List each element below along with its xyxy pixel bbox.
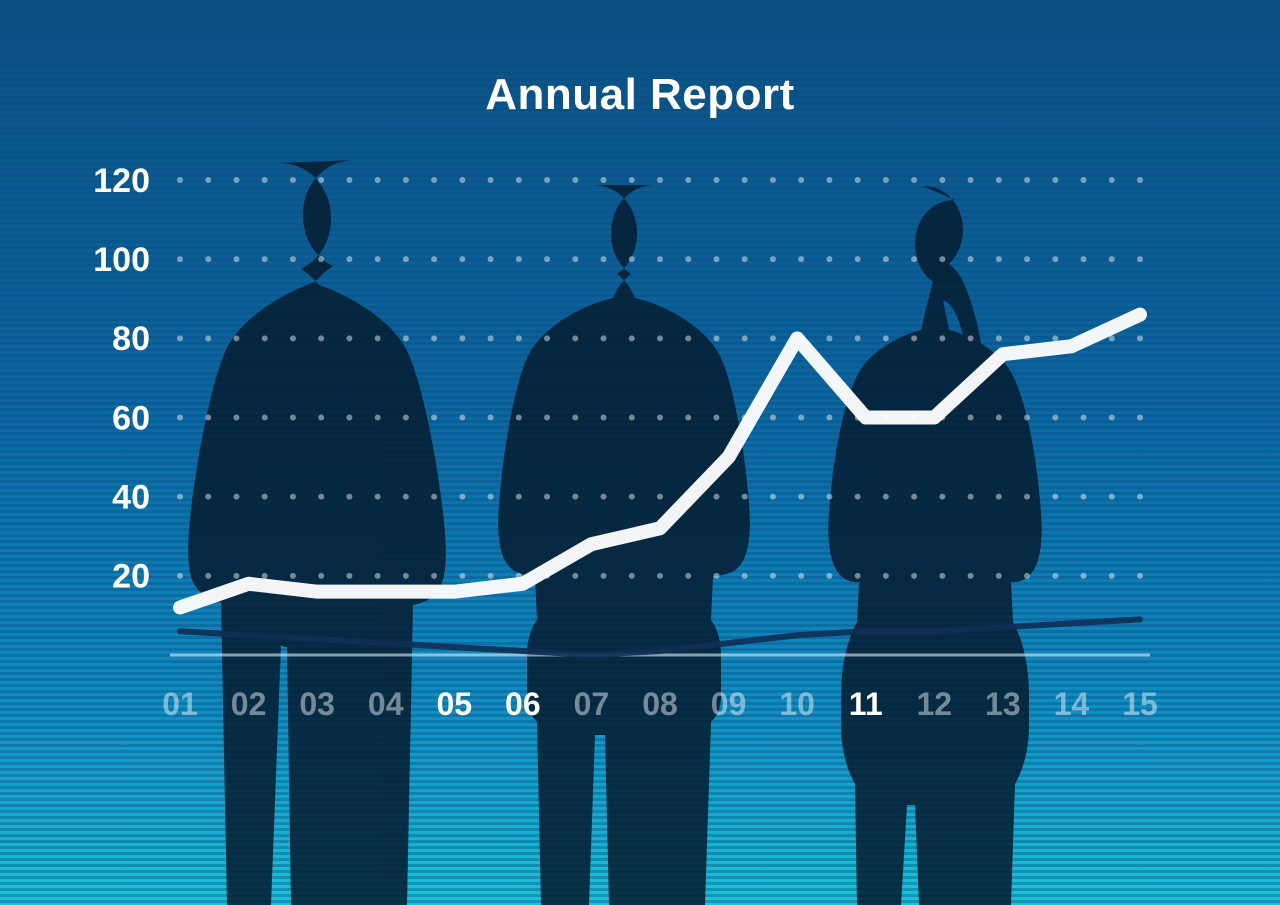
line-chart: 20 40 60 80 100 120 01 02 03 04 05 06 07 08 09 10 11 12 13… [0,0,1280,905]
svg-text:120: 120 [93,162,150,200]
x-label-04: 04 [368,686,404,722]
x-label-15: 15 [1122,686,1158,722]
y-axis-labels: 20 40 60 80 100 120 [93,162,150,596]
x-label-10: 10 [779,686,815,722]
svg-text:60: 60 [112,399,150,437]
x-label-02: 02 [231,686,267,722]
svg-text:100: 100 [93,241,150,279]
x-label-13: 13 [985,686,1021,722]
x-label-14: 14 [1054,686,1090,722]
series-white-line [180,315,1140,608]
x-label-05: 05 [436,686,472,722]
x-label-12: 12 [916,686,952,722]
svg-text:80: 80 [112,320,150,358]
svg-text:20: 20 [112,558,150,596]
svg-text:40: 40 [112,479,150,517]
x-label-11: 11 [849,686,883,722]
x-axis-labels: 01 02 03 04 05 06 07 08 09 10 11 12 13 14 15 [162,686,1158,722]
x-label-08: 08 [642,686,678,722]
x-label-09: 09 [711,686,747,722]
series-navy-line [180,619,1140,655]
x-label-06: 06 [505,686,541,722]
x-label-01: 01 [162,686,198,722]
x-label-03: 03 [299,686,335,722]
x-label-07: 07 [574,686,610,722]
infographic-stage: Annual Report 20406080100120010203040506… [0,0,1280,905]
